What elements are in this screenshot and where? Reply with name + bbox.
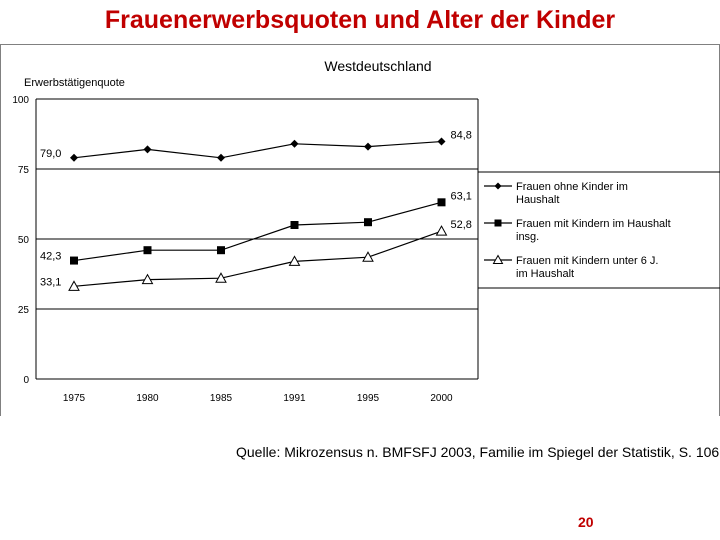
chart-frame: Westdeutschland Erwerbstätigenquote 0 25 5… [0,44,720,416]
x-tick-label: 1975 [63,393,86,404]
y-tick-label: 50 [18,235,30,246]
legend-label: im Haushalt [516,268,574,280]
data-point [362,251,374,262]
legend-label: Frauen mit Kindern im Haushalt [516,218,671,230]
x-tick-label: 1980 [136,393,159,404]
legend-marker [492,254,504,264]
legend-marker [494,182,502,190]
y-axis-label: Erwerbstätigenquote [24,77,125,89]
data-point [288,255,301,266]
data-label: 63,1 [451,190,472,202]
page-number: 20 [578,514,594,530]
data-point [143,246,152,255]
data-point [364,142,372,151]
data-point [290,221,299,229]
source-note: Quelle: Mikrozensus n. BMFSFJ 2003, Fami… [236,444,720,460]
data-point [217,153,225,162]
data-point [217,246,225,255]
legend-label: insg. [516,231,539,243]
x-tick-label: 1995 [357,393,380,404]
grid-layer [36,98,478,380]
legend-box [477,171,720,289]
series-line [73,140,442,159]
data-point [215,272,227,283]
legend-label: Frauen mit Kindern unter 6 J. [516,255,658,267]
data-point [437,137,446,146]
y-tick-label: 25 [18,305,30,316]
series-1: 79,0 84,8 [40,130,472,162]
data-point [364,218,372,227]
legend-marker [494,219,502,227]
x-tick-label: 2000 [430,393,453,404]
y-tick-label: 75 [18,165,30,176]
series-line [73,201,442,262]
axis-layer: 0 25 50 75 100 1975 1980 1985 1991 1995 2000 [12,95,479,404]
slide-title: Frauenerwerbsquoten und Alter der Kinder [104,6,616,34]
data-point [141,273,154,285]
line-chart: Westdeutschland Erwerbstätigenquote 0 25 5… [0,44,720,416]
data-label: 79,0 [40,148,61,160]
data-label: 42,3 [40,251,61,263]
series-layer: 79,0 84,8 42,3 63,1 33,1 52,8 [40,130,472,291]
x-tick-label: 1985 [210,393,233,404]
data-point [70,256,78,265]
data-point [68,280,80,291]
series-3: 33,1 52,8 [40,219,472,291]
data-point [435,225,448,236]
series-2: 42,3 63,1 [40,190,472,265]
chart-title: Westdeutschland [324,58,431,74]
data-point [70,153,78,162]
data-label: 33,1 [40,276,61,288]
y-tick-label: 0 [23,375,29,386]
data-point [437,198,446,207]
legend-label: Frauen ohne Kinder im [516,181,628,193]
data-point [290,139,299,148]
legend-label: Haushalt [516,194,559,206]
series-line [73,230,442,287]
data-label: 52,8 [451,219,472,231]
data-label: 84,8 [451,130,472,142]
x-tick-label: 1991 [283,393,306,404]
y-tick-label: 100 [12,95,29,106]
data-point [143,145,152,154]
legend-item-3: Frauen mit Kindern unter 6 J.im Haushalt [484,254,658,280]
